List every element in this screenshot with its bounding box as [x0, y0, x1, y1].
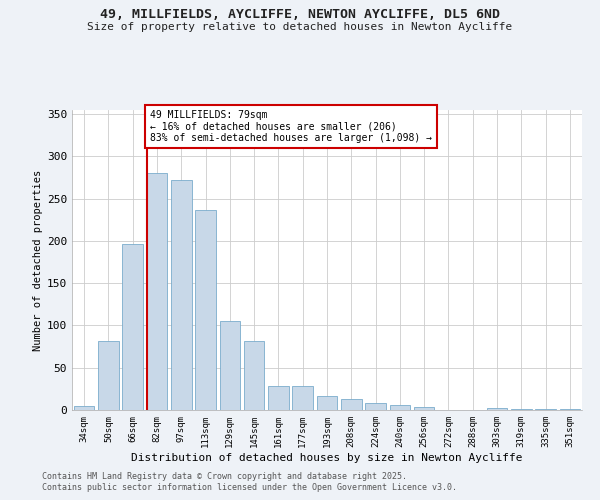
Bar: [98, 340, 119, 410]
Text: Contains public sector information licensed under the Open Government Licence v3: Contains public sector information licen…: [42, 483, 457, 492]
Bar: [414, 406, 434, 410]
Bar: [535, 409, 556, 410]
Bar: [487, 408, 508, 410]
Bar: [195, 210, 216, 410]
Bar: [122, 244, 143, 410]
Bar: [341, 399, 362, 410]
Text: 49 MILLFIELDS: 79sqm
← 16% of detached houses are smaller (206)
83% of semi-deta: 49 MILLFIELDS: 79sqm ← 16% of detached h…: [151, 110, 433, 143]
Bar: [560, 409, 580, 410]
Bar: [292, 386, 313, 410]
Y-axis label: Number of detached properties: Number of detached properties: [33, 170, 43, 350]
X-axis label: Distribution of detached houses by size in Newton Aycliffe: Distribution of detached houses by size …: [131, 452, 523, 462]
Bar: [317, 396, 337, 410]
Bar: [389, 405, 410, 410]
Text: Contains HM Land Registry data © Crown copyright and database right 2025.: Contains HM Land Registry data © Crown c…: [42, 472, 407, 481]
Bar: [511, 409, 532, 410]
Text: 49, MILLFIELDS, AYCLIFFE, NEWTON AYCLIFFE, DL5 6ND: 49, MILLFIELDS, AYCLIFFE, NEWTON AYCLIFF…: [100, 8, 500, 20]
Bar: [244, 340, 265, 410]
Bar: [220, 322, 240, 410]
Bar: [74, 406, 94, 410]
Bar: [365, 403, 386, 410]
Bar: [146, 174, 167, 410]
Bar: [171, 180, 191, 410]
Bar: [268, 386, 289, 410]
Text: Size of property relative to detached houses in Newton Aycliffe: Size of property relative to detached ho…: [88, 22, 512, 32]
